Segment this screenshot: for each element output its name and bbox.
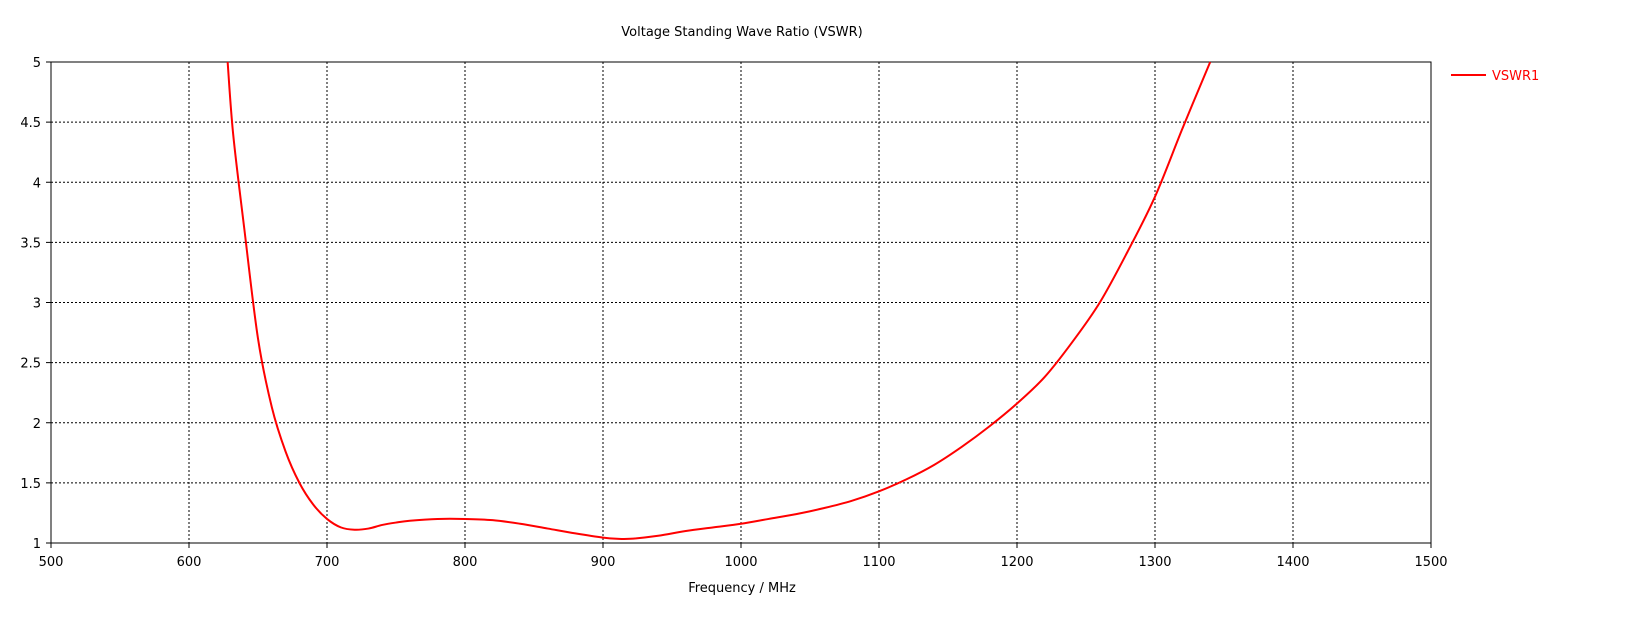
x-tick-label: 600 [177,555,202,570]
series-line-vswr1 [226,61,1212,541]
x-tick-label: 1400 [1276,555,1309,570]
y-tick-label: 3.5 [20,236,41,251]
x-tick-label: 1500 [1414,555,1447,570]
chart-title: Voltage Standing Wave Ratio (VSWR) [621,25,862,40]
legend-label-vswr1: VSWR1 [1492,69,1539,84]
y-tick-label: 5 [33,56,41,71]
x-tick-label: 1300 [1138,555,1171,570]
y-tick-label: 1 [33,537,41,552]
y-tick-label: 3 [33,297,41,312]
x-tick-label: 1200 [1000,555,1033,570]
y-tick-label: 4.5 [20,116,41,131]
x-axis-label: Frequency / MHz [688,581,796,596]
grid-layer [51,62,1431,543]
y-tick-label: 4 [33,176,41,191]
x-tick-label: 500 [39,555,64,570]
x-tick-label: 1100 [862,555,895,570]
x-tick-label: 700 [315,555,340,570]
x-axis-ticks: 500 600 700 800 900 1000 1100 1200 1300 1400 1500 [39,543,1448,570]
y-tick-label: 1.5 [20,477,41,492]
legend: VSWR1 [1451,69,1539,84]
x-tick-label: 900 [591,555,616,570]
y-tick-label: 2.5 [20,357,41,372]
y-axis-ticks: 1 1.5 2 2.5 3 3.5 4 4.5 5 [20,56,51,552]
x-tick-label: 1000 [724,555,757,570]
y-tick-label: 2 [33,417,41,432]
x-tick-label: 800 [453,555,478,570]
